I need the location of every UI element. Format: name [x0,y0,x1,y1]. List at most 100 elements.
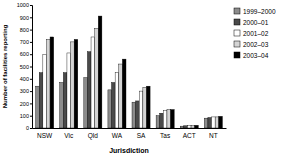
bar [136,101,140,128]
bar [171,110,175,128]
y-tick: 200 [20,101,32,107]
tick-mark [30,116,32,117]
x-tick: Vic [64,128,74,139]
tick-mark [30,128,32,129]
tick-mark [30,91,32,92]
tick-label: 100 [20,113,29,119]
tick-label: Vic [64,132,74,139]
tick-mark [30,17,32,18]
y-tick: 100 [20,113,32,119]
tick-label: 700 [20,39,29,45]
tick-label: 1000 [17,2,29,8]
bar [39,73,43,128]
tick-mark [30,103,32,104]
tick-mark [30,54,32,55]
tick-label: ACT [183,132,196,139]
legend-label: 1999–2000 [243,8,276,15]
bar [119,64,123,128]
y-tick: 900 [20,15,32,21]
tick-mark [30,79,32,80]
bar [74,39,78,128]
bar [67,53,71,128]
tick-label: 500 [20,64,29,70]
tick-label: Qld [88,132,99,140]
y-tick: 500 [20,64,32,70]
bar [167,110,171,128]
bar [215,117,219,128]
tick-mark [30,5,32,6]
legend-item: 1999–2000 [234,8,276,15]
x-tick: NSW [37,128,53,139]
tick-mark [30,67,32,68]
legend-item: 2000–01 [234,19,269,26]
bar [156,116,160,128]
legend-swatch [234,8,240,14]
axis-line [33,128,227,129]
tick-label: 0 [26,125,29,131]
tick-label: WA [112,132,123,139]
tick-label: 200 [20,101,29,107]
bar [46,39,50,128]
bar [146,86,150,128]
tick-label: NSW [37,132,53,139]
bar [60,82,64,128]
tick-label: 800 [20,27,29,33]
legend-swatch [234,19,240,25]
x-tick: ACT [183,128,196,139]
bar [36,86,40,128]
legend-swatch [234,41,240,47]
bar [187,126,191,128]
legend-swatch [234,30,240,36]
bar [139,91,143,128]
x-tick: SA [137,128,146,139]
chart: 0 100 200 300 400 500 600 700 800 900 1000 NSW Vic Ql… [0,0,290,158]
bar [163,111,167,128]
y-tick: 800 [20,27,32,33]
legend-label: 2000–01 [243,19,269,26]
tick-label: 300 [20,88,29,94]
bar [191,126,195,128]
legend-swatch [234,52,240,58]
bar [91,37,95,128]
y-tick: 600 [20,51,32,57]
tick-label: NT [209,132,218,139]
legend-label: 2001–02 [243,30,269,37]
bar [180,126,184,128]
bar [87,52,91,128]
bar [108,90,112,128]
tick-label: 900 [20,15,29,21]
bar [95,28,99,128]
bar [195,125,199,128]
bar [43,54,47,128]
x-axis: NSWVicQldWASATasACTNT [33,128,227,140]
legend-item: 2003–04 [234,52,269,59]
x-tick: WA [112,128,123,139]
legend-label: 2002–03 [243,41,269,48]
y-tick: 400 [20,76,32,82]
bar [219,116,223,128]
bar [50,37,54,128]
bar [132,102,136,128]
bars [36,16,223,128]
y-tick: 0 [26,125,32,131]
x-tick: Qld [88,128,99,140]
tick-label: 400 [20,76,29,82]
legend: 1999–2000 2000–01 2001–02 2002–03 2003–04 [234,8,276,59]
x-tick: NT [209,128,218,139]
y-axis-title: Number of facilities reporting [2,24,8,108]
x-axis-title: Jurisdiction [109,147,149,154]
bar [98,16,102,128]
bar [71,42,75,128]
bar [122,59,126,128]
tick-label: SA [137,132,146,139]
legend-item: 2002–03 [234,41,269,48]
y-tick: 700 [20,39,32,45]
bar [115,73,119,128]
plot: 0 100 200 300 400 500 600 700 800 900 1000 NSW Vic Ql… [17,2,227,139]
bar [208,118,212,128]
bar [63,73,67,128]
legend-label: 2003–04 [243,52,269,59]
bar [112,82,116,128]
bar [204,118,208,128]
bar [184,126,188,128]
